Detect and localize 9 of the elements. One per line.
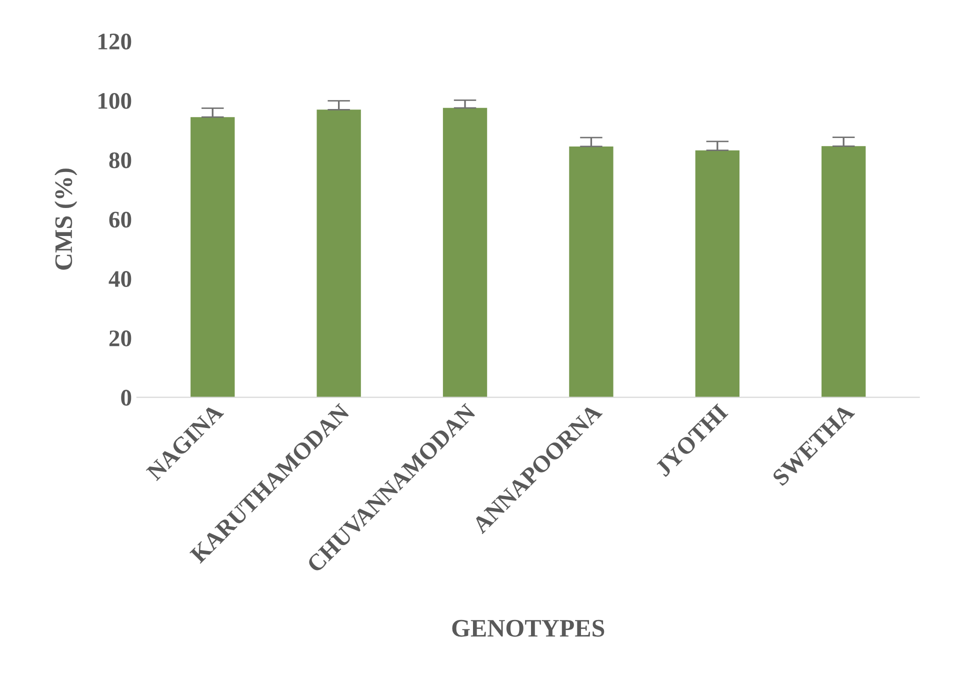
y-tick-label: 60 bbox=[109, 212, 132, 228]
y-tick-label: 0 bbox=[121, 390, 132, 406]
y-tick-label: 20 bbox=[109, 330, 132, 346]
y-tick-label: 100 bbox=[98, 92, 132, 109]
y-tick-label: 120 bbox=[98, 34, 132, 50]
x-axis-title: GENOTYPES bbox=[452, 620, 604, 637]
y-tick-label: 80 bbox=[109, 152, 132, 168]
y-tick-label: 40 bbox=[108, 271, 132, 287]
y-axis-title: CMS (%) bbox=[54, 168, 78, 270]
